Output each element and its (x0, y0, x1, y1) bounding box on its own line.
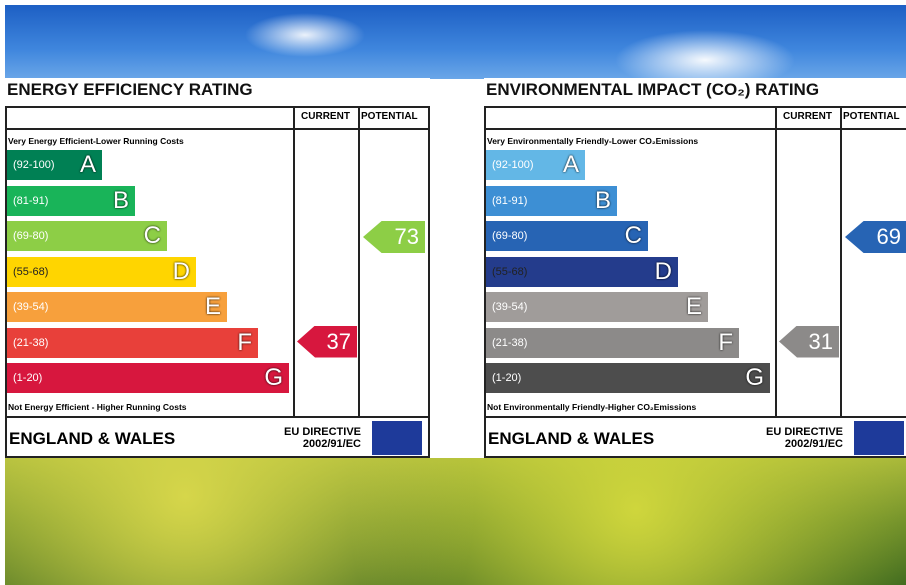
rating-band: (1-20) G (486, 363, 770, 393)
directive-code: 2002/91/EC (784, 438, 843, 450)
rating-band: (81-91) B (7, 185, 135, 216)
rating-band: (81-91) B (486, 185, 617, 216)
header-line (484, 128, 906, 130)
directive-code: 2002/91/EC (302, 438, 361, 450)
band-letter: C (624, 222, 642, 249)
band-range: (92-100) (13, 159, 55, 171)
rating-band: (21-38) F (7, 327, 258, 358)
band-range: (39-54) (13, 301, 49, 313)
rating-band: (69-80) C (486, 221, 648, 251)
bottom-note: Not Environmentally Friendly-Higher CO₂E… (487, 402, 697, 412)
current-header: CURRENT (783, 111, 832, 122)
band-range: (69-80) (492, 230, 528, 242)
band-range: (1-20) (492, 372, 522, 384)
band-range: (55-68) (13, 265, 49, 278)
current-header: CURRENT (301, 111, 350, 122)
panel-title: ENVIRONMENTAL IMPACT (CO₂) RATING (486, 80, 820, 99)
eu-flag (854, 421, 904, 455)
band-letter: A (562, 151, 579, 178)
top-note: Very Environmentally Friendly-Lower CO₂E… (487, 136, 699, 146)
band-letter: F (237, 328, 252, 356)
potential-header: POTENTIAL (361, 111, 418, 122)
band-letter: G (745, 364, 764, 391)
rating-panel: ENVIRONMENTAL IMPACT (CO₂) RATING CURRENT… (484, 78, 906, 458)
rating-band: (39-54) E (7, 292, 227, 322)
rating-band: (55-68) D (486, 256, 678, 287)
band-letter: B (112, 186, 129, 214)
band-range: (81-91) (13, 194, 49, 207)
top-note: Very Energy Efficient-Lower Running Cost… (8, 136, 184, 146)
rating-band: (39-54) E (486, 292, 708, 322)
rating-table (484, 106, 906, 418)
header-line (5, 128, 430, 130)
band-range: (92-100) (492, 159, 534, 171)
band-letter: A (79, 151, 96, 178)
band-letter: D (172, 257, 190, 285)
current-column (775, 106, 842, 418)
rating-band: (55-68) D (7, 256, 196, 287)
band-letter: D (654, 257, 672, 285)
band-range: (21-38) (492, 336, 528, 349)
band-letter: G (264, 364, 283, 391)
rating-band: (1-20) G (7, 363, 289, 393)
band-range: (39-54) (492, 301, 528, 313)
bottom-note: Not Energy Efficient - Higher Running Co… (8, 402, 187, 412)
panel-title: ENERGY EFFICIENCY RATING (7, 80, 253, 99)
directive: EU DIRECTIVE (765, 426, 843, 438)
band-range: (69-80) (13, 230, 49, 242)
current-column (293, 106, 360, 418)
directive: EU DIRECTIVE (283, 426, 361, 438)
rating-band: (69-80) C (7, 221, 167, 251)
band-letter: E (685, 293, 702, 320)
rating-panel: ENERGY EFFICIENCY RATING CURRENT POTENTIAL… (5, 78, 430, 458)
band-range: (55-68) (492, 265, 528, 278)
rating-band: (92-100) A (7, 150, 102, 180)
footer-box (5, 418, 430, 458)
potential-header: POTENTIAL (843, 111, 900, 122)
grass-banner (5, 458, 906, 585)
rating-table (5, 106, 430, 418)
eu-flag (372, 421, 422, 455)
band-letter: C (143, 222, 161, 249)
region: ENGLAND & WALES (9, 429, 176, 448)
rating-band: (21-38) F (486, 327, 739, 358)
rating-band: (92-100) A (486, 150, 585, 180)
band-range: (81-91) (492, 194, 528, 207)
band-letter: F (718, 328, 733, 356)
region: ENGLAND & WALES (488, 429, 655, 448)
band-letter: E (204, 293, 221, 320)
band-range: (21-38) (13, 336, 49, 349)
potential-arrow: 73 (363, 221, 425, 253)
band-range: (1-20) (13, 372, 43, 384)
footer-box (484, 418, 906, 458)
sky-banner (5, 5, 906, 79)
band-letter: B (594, 186, 611, 214)
